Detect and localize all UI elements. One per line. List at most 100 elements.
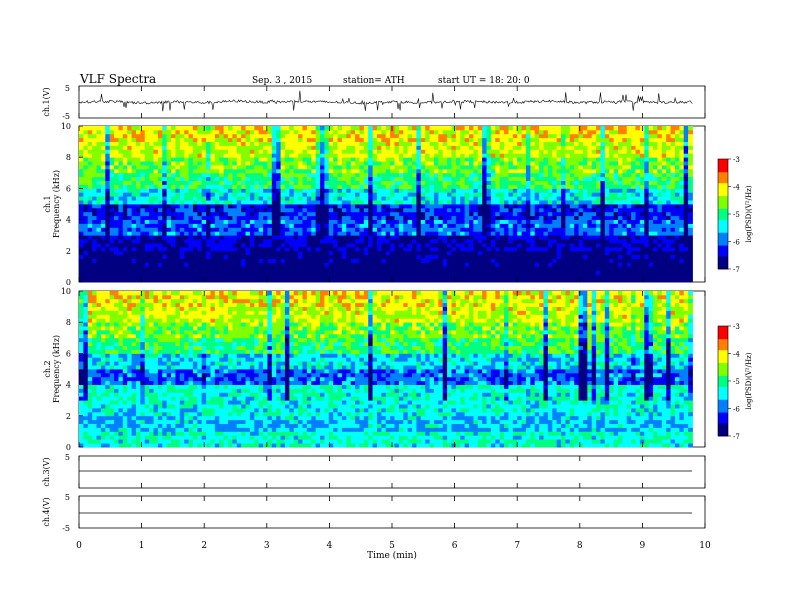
spectrogram-cell	[166, 258, 172, 263]
spectrogram-cell	[504, 243, 509, 248]
spectrogram-cell	[613, 149, 619, 154]
spectrogram-cell	[236, 161, 242, 166]
spectrogram-cell	[258, 250, 264, 256]
spectrogram-cell	[626, 215, 632, 220]
spectrogram-cell	[534, 270, 540, 275]
spectrogram-cell	[109, 145, 115, 150]
spectrogram-cell	[521, 227, 527, 232]
spectrogram-cell	[315, 223, 321, 228]
spectrogram-cell	[639, 204, 645, 209]
spectrogram-cell	[372, 200, 378, 205]
spectrogram-cell	[83, 219, 89, 224]
spectrogram-cell	[648, 278, 654, 283]
spectrogram-cell	[429, 153, 435, 158]
spectrogram-cell	[162, 278, 168, 283]
spectrogram-cell	[565, 204, 571, 209]
spectrogram-cell	[582, 211, 588, 217]
spectrogram-cell	[267, 239, 273, 244]
spectrogram-cell	[241, 157, 246, 162]
spectrogram-cell	[311, 215, 317, 220]
spectrogram-cell	[499, 254, 505, 259]
spectrogram-cell	[429, 223, 435, 228]
spectrogram-cell	[394, 262, 400, 267]
spectrogram-cell	[267, 258, 273, 263]
spectrogram-cell	[600, 204, 606, 209]
spectrogram-cell	[398, 243, 404, 248]
spectrogram-cell	[171, 157, 176, 162]
spectrogram-cell	[609, 153, 614, 158]
spectrogram-cell	[219, 266, 224, 271]
spectrogram-cell	[653, 227, 658, 232]
spectrogram-cell	[578, 254, 584, 259]
spectrogram-cell	[561, 231, 566, 236]
spectrogram-cell	[390, 215, 395, 220]
spectrogram-cell	[447, 235, 452, 240]
spectrogram-cell	[653, 219, 658, 224]
spectrogram-cell	[280, 254, 286, 259]
spectrogram-cell	[241, 180, 246, 185]
spectrogram-cell	[552, 258, 558, 263]
spectrogram-cell	[359, 250, 365, 256]
spectrogram-cell	[219, 200, 224, 205]
spectrogram-cell	[578, 153, 584, 158]
spectrogram-cell	[315, 192, 321, 197]
spectrogram-cell	[254, 204, 260, 209]
spectrogram-cell	[569, 200, 575, 205]
spectrogram-cell	[517, 145, 522, 150]
spectrogram-cell	[376, 231, 382, 236]
spectrogram-cell	[666, 204, 671, 209]
spectrogram-cell	[341, 172, 347, 178]
spectrogram-cell	[83, 243, 89, 248]
spectrogram-cell	[350, 145, 356, 150]
spectrogram-cell	[149, 278, 154, 283]
spectrogram-cell	[565, 254, 571, 259]
spectrogram-cell	[666, 254, 671, 259]
spectrogram-cell	[118, 200, 124, 205]
spectrogram-cell	[433, 235, 439, 240]
spectrogram-cell	[184, 207, 189, 213]
spectrogram-cell	[232, 219, 238, 224]
spectrogram-cell	[416, 157, 422, 162]
spectrogram-cell	[171, 192, 176, 197]
spectrogram-cell	[92, 172, 97, 178]
spectrogram-cell	[460, 246, 466, 252]
spectrogram-cell	[517, 274, 522, 279]
spectrogram-cell	[512, 149, 518, 154]
spectrogram-cell	[425, 196, 430, 201]
spectrogram-cell	[622, 219, 628, 224]
spectrogram-cell	[653, 192, 658, 197]
spectrogram-cell	[574, 235, 579, 240]
spectrogram-cell	[346, 165, 352, 170]
spectrogram-cell	[368, 200, 373, 205]
spectrogram-cell	[525, 196, 531, 201]
spectrogram-cell	[403, 168, 409, 174]
spectrogram-cell	[412, 207, 417, 213]
spectrogram-cell	[153, 231, 159, 236]
spectrogram-cell	[79, 278, 84, 283]
spectrogram-cell	[578, 262, 584, 267]
spectrogram-cell	[429, 165, 435, 170]
spectrogram-cell	[451, 243, 457, 248]
spectrogram-cell	[363, 176, 369, 181]
spectrogram-cell	[179, 258, 185, 263]
spectrogram-cell	[79, 157, 84, 162]
spectrogram-cell	[223, 219, 229, 224]
spectrogram-cell	[661, 207, 667, 213]
spectrogram-cell	[197, 215, 203, 220]
spectrogram-cell	[539, 262, 544, 267]
spectrogram-cell	[280, 274, 286, 279]
spectrogram-cell	[578, 270, 584, 275]
spectrogram-cell	[556, 227, 562, 232]
spectrogram-cell	[495, 246, 501, 252]
spectrogram-cell	[543, 223, 549, 228]
spectrogram-cell	[442, 266, 448, 271]
spectrogram-cell	[390, 184, 395, 189]
spectrogram-cell	[622, 204, 628, 209]
spectrogram-cell	[591, 184, 597, 189]
spectrogram-cell	[333, 231, 338, 236]
spectrogram-cell	[622, 235, 628, 240]
spectrogram-cell	[236, 184, 242, 189]
spectrogram-cell	[688, 153, 693, 158]
spectrogram-cell	[135, 223, 141, 228]
spectrogram-cell	[337, 266, 343, 271]
